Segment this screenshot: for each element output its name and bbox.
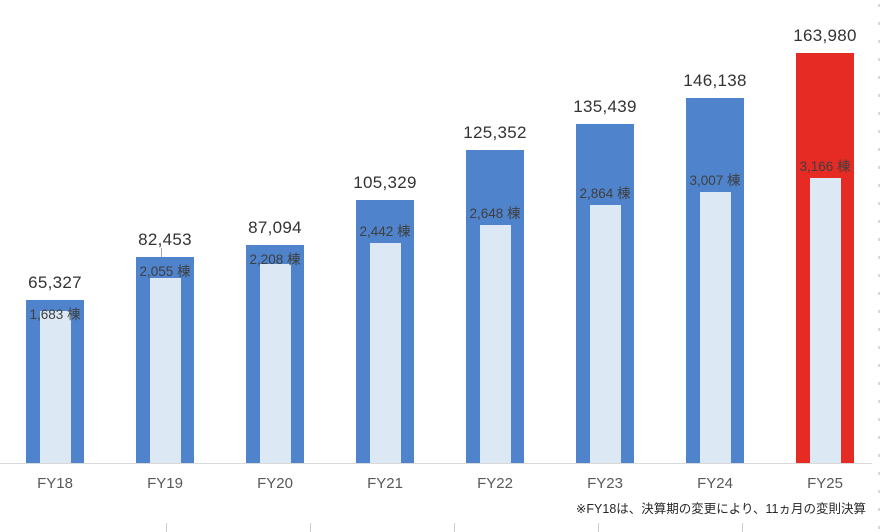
value-label-FY22: 125,352 bbox=[463, 123, 527, 142]
category-label-FY20: FY20 bbox=[257, 475, 293, 492]
category-label-FY23: FY23 bbox=[587, 475, 623, 492]
value-label-FY24: 146,138 bbox=[683, 71, 747, 90]
unit-label-FY22: 2,648 棟 bbox=[469, 206, 521, 221]
x-axis-line bbox=[0, 463, 872, 464]
unit-label-FY19: 2,055 棟 bbox=[139, 264, 191, 279]
value-label-FY18: 65,327 bbox=[28, 273, 82, 292]
clipped-bottom-tick-2 bbox=[454, 523, 455, 532]
inner-bar-FY24 bbox=[699, 192, 731, 463]
inner-bar-FY22 bbox=[479, 225, 511, 463]
category-label-FY24: FY24 bbox=[697, 475, 733, 492]
inner-bar-FY23 bbox=[589, 205, 621, 463]
category-label-FY19: FY19 bbox=[147, 475, 183, 492]
unit-label-FY23: 2,864 棟 bbox=[579, 186, 631, 201]
unit-label-FY25: 3,166 棟 bbox=[799, 159, 851, 174]
label-leader-line bbox=[161, 248, 162, 257]
category-label-FY21: FY21 bbox=[367, 475, 403, 492]
category-label-FY18: FY18 bbox=[37, 475, 73, 492]
clipped-bottom-tick-0 bbox=[166, 523, 167, 532]
inner-bar-FY18 bbox=[39, 311, 71, 463]
value-label-FY25: 163,980 bbox=[793, 26, 857, 45]
unit-label-FY18: 1,683 棟 bbox=[29, 307, 81, 322]
inner-bar-FY25 bbox=[809, 178, 841, 463]
value-label-FY23: 135,439 bbox=[573, 97, 637, 116]
footnote: ※FY18は、決算期の変更により、11ヵ月の変則決算 bbox=[575, 502, 866, 516]
category-label-FY25: FY25 bbox=[807, 475, 843, 492]
category-label-FY22: FY22 bbox=[477, 475, 513, 492]
inner-bar-FY21 bbox=[369, 243, 401, 463]
unit-label-FY24: 3,007 棟 bbox=[689, 173, 741, 188]
clipped-bottom-tick-1 bbox=[310, 523, 311, 532]
clipped-bottom-tick-3 bbox=[598, 523, 599, 532]
value-label-FY21: 105,329 bbox=[353, 173, 417, 192]
clipped-bottom-tick-4 bbox=[742, 523, 743, 532]
value-label-FY19: 82,453 bbox=[138, 230, 192, 249]
clipped-dashed-border bbox=[878, 4, 880, 532]
value-label-FY20: 87,094 bbox=[248, 218, 302, 237]
unit-label-FY20: 2,208 棟 bbox=[249, 252, 301, 267]
inner-bar-FY20 bbox=[259, 264, 291, 463]
unit-label-FY21: 2,442 棟 bbox=[359, 224, 411, 239]
inner-bar-FY19 bbox=[149, 278, 181, 463]
